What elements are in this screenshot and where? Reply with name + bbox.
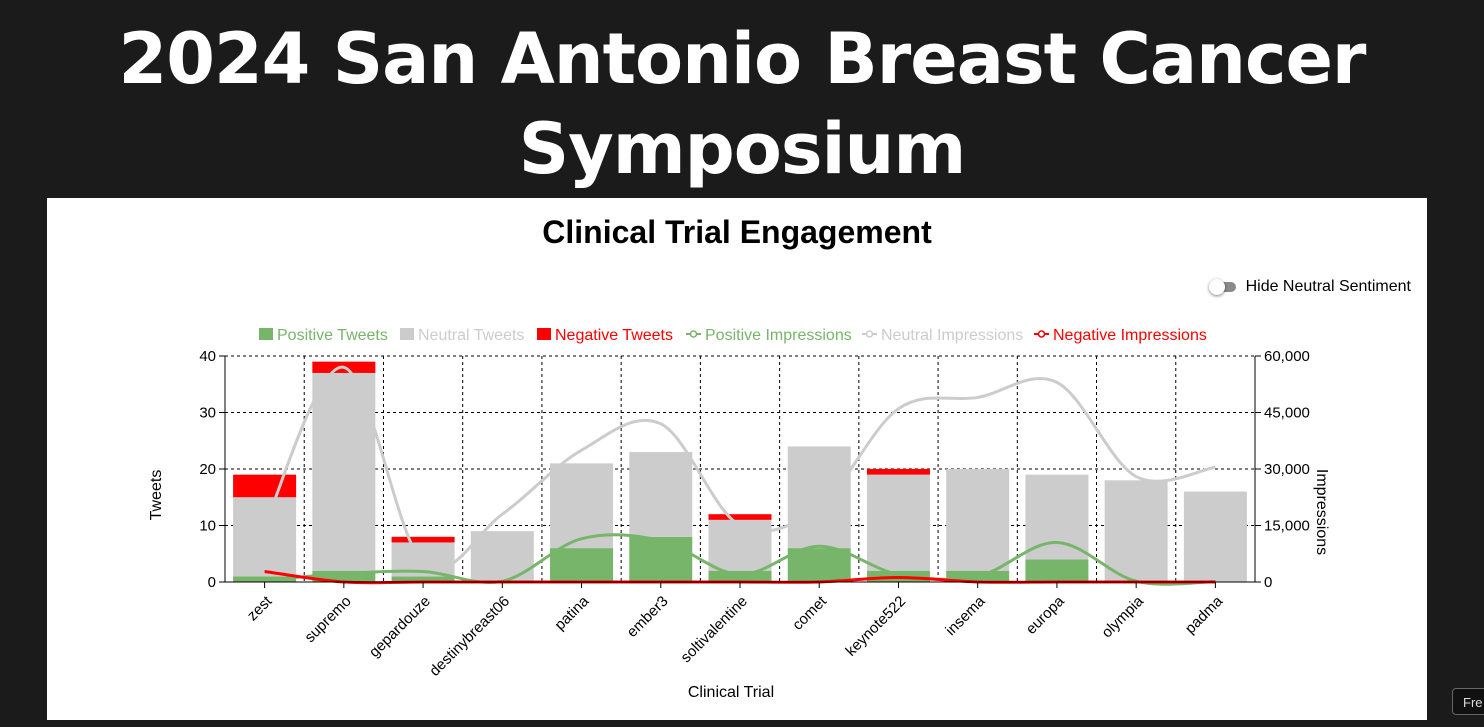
bar-positive-europa <box>1025 559 1089 582</box>
y2-tick-label: 0 <box>1264 574 1272 591</box>
bar-positive-gepardouze <box>391 576 455 582</box>
x-tick-label-ember3: ember3 <box>624 593 672 641</box>
bar-neutral-destinybreast06 <box>470 531 534 582</box>
y-axis-title: Tweets <box>148 470 165 521</box>
bar-neutral-ember3 <box>629 452 693 537</box>
legend-label-neutral-tweets: Neutral Tweets <box>418 327 524 344</box>
hide-neutral-toggle[interactable]: Hide Neutral Sentiment <box>1208 278 1411 296</box>
bar-negative-zest <box>233 474 297 498</box>
y2-tick-label: 30,000 <box>1264 461 1310 478</box>
bar-neutral-insema <box>946 469 1010 571</box>
bar-neutral-supremo <box>312 372 376 571</box>
bar-neutral-zest <box>233 497 297 577</box>
bar-negative-soltivalentine <box>708 514 772 520</box>
toggle-knob[interactable] <box>1208 279 1225 295</box>
x-tick-label-olympia: olympia <box>1098 592 1147 641</box>
bar-positive-supremo <box>312 570 376 582</box>
legend-marker-positive-impressions <box>689 330 698 338</box>
line-neutral-impressions <box>263 365 1216 571</box>
y2-tick-label: 15,000 <box>1264 518 1310 535</box>
bar-positive-comet <box>787 548 851 582</box>
corner-button[interactable]: Fre <box>1452 688 1484 715</box>
legend-marker-neutral-impressions <box>865 330 874 338</box>
page-title: 2024 San Antonio Breast Cancer Symposium <box>0 14 1484 194</box>
x-tick-label-keynote522: keynote522 <box>842 593 909 660</box>
bar-positive-patina <box>550 548 614 582</box>
bar-neutral-olympia <box>1104 480 1168 582</box>
bar-negative-gepardouze <box>391 536 455 543</box>
legend-label-positive-tweets: Positive Tweets <box>277 327 388 344</box>
chart-title: Clinical Trial Engagement <box>542 214 932 250</box>
legend-swatch-neutral-tweets <box>400 328 414 340</box>
toggle-label: Hide Neutral Sentiment <box>1245 278 1411 295</box>
legend-marker-negative-impressions <box>1037 330 1046 338</box>
bar-neutral-europa <box>1025 474 1089 560</box>
y-tick-label: 10 <box>199 518 216 535</box>
legend-label-negative-impressions: Negative Impressions <box>1053 327 1207 344</box>
x-tick-label-supremo: supremo <box>301 593 354 646</box>
x-tick-label-padma: padma <box>1182 592 1227 637</box>
bar-neutral-padma <box>1183 491 1247 582</box>
x-axis-title: Clinical Trial <box>688 684 774 701</box>
bar-positive-soltivalentine <box>708 570 772 582</box>
bar-neutral-comet <box>787 446 851 549</box>
x-tick-label-soltivalentine: soltivalentine <box>677 593 750 666</box>
line-positive-impressions <box>264 533 1216 586</box>
toggle-switch[interactable] <box>1208 279 1236 295</box>
bar-negative-keynote522 <box>866 469 930 475</box>
legend-label-positive-impressions: Positive Impressions <box>705 327 852 344</box>
y-tick-label: 20 <box>199 461 216 478</box>
legend-label-negative-tweets: Negative Tweets <box>555 327 673 344</box>
x-tick-label-gepardouze: gepardouze <box>366 593 434 661</box>
legend-label-neutral-impressions: Neutral Impressions <box>881 327 1023 344</box>
chart-svg: 0 10 20 30 40 0 15,000 30,000 45,000 60,000 zest su… <box>148 327 1330 701</box>
y-tick-label: 0 <box>208 574 216 591</box>
y2-tick-label: 45,000 <box>1264 405 1310 422</box>
x-tick-label-comet: comet <box>789 592 830 633</box>
y-tick-label: 30 <box>199 405 216 422</box>
y2-axis-title: Impressions <box>1313 469 1330 555</box>
bar-positive-ember3 <box>629 536 693 582</box>
page-title-line-2: Symposium <box>518 108 967 190</box>
x-tick-label-insema: insema <box>942 592 989 639</box>
page-title-line-1: 2024 San Antonio Breast Cancer <box>118 18 1367 100</box>
x-tick-label-zest: zest <box>244 592 276 624</box>
x-tick-label-destinybreast06: destinybreast06 <box>426 593 513 680</box>
legend-swatch-negative-tweets <box>537 328 551 340</box>
chart-panel: Clinical Trial Engagement Hide Neutral S… <box>47 198 1427 720</box>
y-tick-label: 40 <box>199 348 216 365</box>
bar-neutral-keynote522 <box>866 474 930 571</box>
y2-tick-label: 60,000 <box>1264 348 1310 365</box>
x-tick-label-patina: patina <box>551 592 592 633</box>
bar-neutral-soltivalentine <box>708 519 772 571</box>
x-tick-label-europa: europa <box>1023 592 1069 638</box>
legend-swatch-positive-tweets <box>259 328 273 340</box>
